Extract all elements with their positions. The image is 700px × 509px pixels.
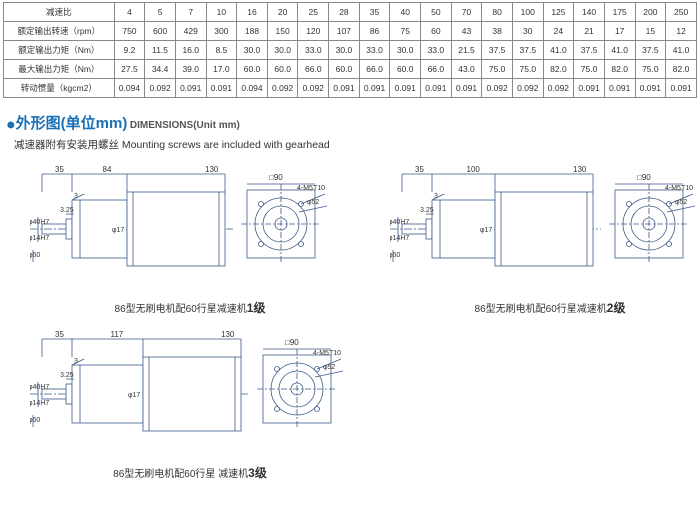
section-title: ●外形图(单位mm) DIMENSIONS(Unit mm) — [6, 112, 700, 135]
svg-text:φ60: φ60 — [30, 252, 40, 259]
svg-text:φ40H7: φ40H7 — [390, 219, 409, 226]
subtitle: 减速器附有安装用螺丝 Mounting screws are included … — [14, 137, 700, 152]
row-label: 最大输出力矩（Nm） — [4, 60, 115, 79]
table-row: 额定输出力矩（Nm） 9.211.516.08.530.030.033.030.… — [4, 41, 697, 60]
svg-text:φ52: φ52 — [675, 199, 687, 206]
svg-text:φ52: φ52 — [323, 364, 335, 371]
motor-drawing-svg: 35 117 130 φ17 3.25 3 — [30, 327, 350, 462]
subtitle-en: Mounting screws are included with gearhe… — [122, 139, 330, 151]
row-label: 额定输出力矩（Nm） — [4, 41, 115, 60]
table-row: 减速比 457101620252835405070801001251401752… — [4, 3, 697, 22]
svg-text:φ17: φ17 — [128, 392, 140, 399]
svg-text:□90: □90 — [285, 338, 299, 347]
row-label: 减速比 — [4, 3, 115, 22]
svg-text:35: 35 — [415, 165, 424, 174]
svg-text:φ52: φ52 — [307, 199, 319, 206]
svg-text:3.25: 3.25 — [60, 207, 74, 214]
svg-text:4-M5T10: 4-M5T10 — [665, 185, 693, 192]
row-label: 额定输出转速（rpm） — [4, 22, 115, 41]
svg-text:φ60: φ60 — [30, 417, 40, 424]
table-row: 最大输出力矩（Nm） 27.534.439.017.060.060.066.06… — [4, 60, 697, 79]
svg-text:4-M5T10: 4-M5T10 — [313, 350, 341, 357]
svg-text:117: 117 — [111, 330, 124, 339]
drawings-area: 35 84 130 φ17 3.25 3 — [0, 152, 700, 492]
table-row: 额定输出转速（rpm） 7506004293001881501201078675… — [4, 22, 697, 41]
bullet-icon: ● — [6, 117, 16, 134]
drawing-2: 35 100 130 φ17 3.25 3 — [390, 162, 700, 316]
drawing-caption: 86型无刷电机配60行星 减速机3级 — [30, 464, 350, 481]
drawing-caption: 86型无刷电机配60行星减速机2级 — [390, 299, 700, 316]
subtitle-cn: 减速器附有安装用螺丝 — [14, 139, 119, 151]
svg-text:φ17: φ17 — [112, 227, 124, 234]
table-row: 转动惯量（kgcm2） 0.0940.0920.0910.0910.0940.0… — [4, 79, 697, 98]
title-cn: 外形图(单位mm) — [16, 115, 128, 132]
svg-text:□90: □90 — [637, 173, 651, 182]
svg-text:φ40H7: φ40H7 — [30, 219, 49, 226]
svg-text:φ14H7: φ14H7 — [390, 235, 409, 242]
svg-text:35: 35 — [55, 165, 64, 174]
svg-text:φ17: φ17 — [480, 227, 492, 234]
svg-text:100: 100 — [467, 165, 481, 174]
motor-drawing-svg: 35 84 130 φ17 3.25 3 — [30, 162, 350, 297]
title-en: DIMENSIONS(Unit mm) — [130, 120, 240, 131]
svg-text:φ14H7: φ14H7 — [30, 235, 49, 242]
drawing-1: 35 84 130 φ17 3.25 3 — [30, 162, 350, 316]
svg-text:3.25: 3.25 — [420, 207, 434, 214]
drawing-3: 35 117 130 φ17 3.25 3 — [30, 327, 350, 481]
svg-text:4-M5T10: 4-M5T10 — [297, 185, 325, 192]
svg-text:□90: □90 — [269, 173, 283, 182]
svg-text:84: 84 — [103, 165, 112, 174]
spec-table: 减速比 457101620252835405070801001251401752… — [3, 2, 697, 98]
svg-text:35: 35 — [55, 330, 64, 339]
row-label: 转动惯量（kgcm2） — [4, 79, 115, 98]
svg-text:130: 130 — [205, 165, 219, 174]
svg-text:φ40H7: φ40H7 — [30, 384, 49, 391]
svg-text:130: 130 — [573, 165, 587, 174]
svg-text:130: 130 — [221, 330, 235, 339]
svg-text:φ60: φ60 — [390, 252, 400, 259]
motor-drawing-svg: 35 100 130 φ17 3.25 3 — [390, 162, 700, 297]
svg-text:3.25: 3.25 — [60, 372, 74, 379]
drawing-caption: 86型无刷电机配60行星减速机1级 — [30, 299, 350, 316]
svg-text:φ14H7: φ14H7 — [30, 400, 49, 407]
